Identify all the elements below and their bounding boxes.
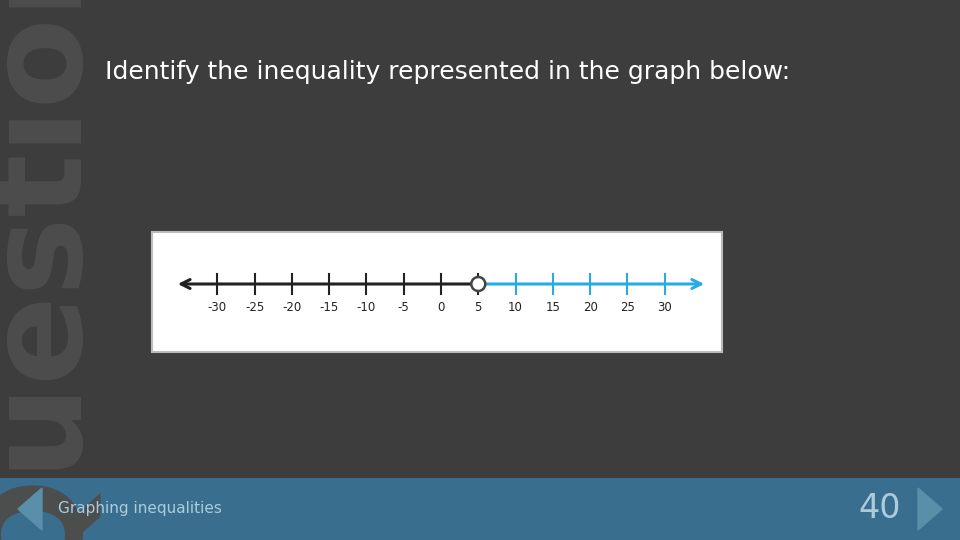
Text: 0: 0 [438,301,444,314]
Text: 40: 40 [859,492,901,525]
Text: -5: -5 [397,301,410,314]
Text: 10: 10 [508,301,523,314]
Text: Question: Question [0,0,102,540]
Text: Graphing inequalities: Graphing inequalities [58,502,222,516]
Text: 15: 15 [545,301,561,314]
FancyBboxPatch shape [152,232,722,352]
Text: -10: -10 [357,301,376,314]
Text: -30: -30 [207,301,227,314]
Text: -25: -25 [245,301,264,314]
Text: Identify the inequality represented in the graph below:: Identify the inequality represented in t… [105,60,790,84]
Text: -20: -20 [282,301,301,314]
Text: 20: 20 [583,301,597,314]
Polygon shape [918,488,942,530]
Polygon shape [18,488,42,530]
Text: 25: 25 [620,301,635,314]
Text: -15: -15 [320,301,339,314]
Circle shape [471,277,486,291]
Text: 30: 30 [658,301,672,314]
Bar [0,478,960,540]
Text: 5: 5 [474,301,482,314]
